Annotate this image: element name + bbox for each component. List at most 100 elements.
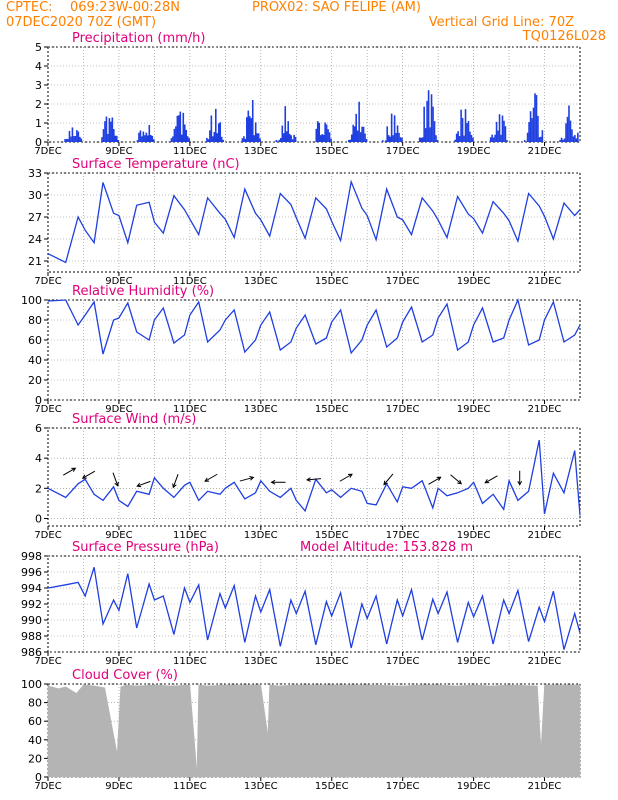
precip-bar bbox=[285, 131, 288, 142]
wind-arrow bbox=[305, 477, 322, 482]
precip-bar bbox=[563, 138, 566, 142]
precip-bar bbox=[535, 95, 538, 142]
wind-arrow-shaft bbox=[383, 473, 394, 485]
y-tick-label: 988 bbox=[21, 630, 42, 643]
precip-bar bbox=[149, 135, 152, 142]
wind-arrow-shaft bbox=[428, 476, 441, 485]
precip-bar bbox=[170, 138, 173, 142]
y-tick-label: 0 bbox=[35, 512, 42, 525]
precip-bar bbox=[560, 137, 563, 142]
x-tick-label: 9DEC bbox=[105, 146, 132, 157]
precip-bar bbox=[529, 111, 532, 142]
precip-bar bbox=[108, 118, 111, 142]
precip-bar bbox=[565, 123, 567, 142]
y-tick-label: 996 bbox=[21, 566, 42, 579]
precip-bar bbox=[104, 121, 106, 142]
precip-bar bbox=[455, 133, 458, 142]
precip-bar bbox=[418, 137, 421, 142]
precip-bar bbox=[534, 93, 536, 142]
x-tick-label: 11DEC bbox=[173, 146, 207, 157]
y-tick-label: 0 bbox=[35, 771, 42, 784]
y-tick-label: 5 bbox=[35, 41, 42, 54]
precip-bar bbox=[387, 135, 390, 142]
wind-arrow bbox=[136, 480, 151, 488]
wind-arrow-shaft bbox=[306, 478, 322, 481]
precip-bar bbox=[491, 134, 493, 142]
y-tick-label: 20 bbox=[28, 374, 42, 387]
precip-bar bbox=[495, 121, 498, 142]
x-tick-label: 15DEC bbox=[315, 530, 349, 541]
precip-bar bbox=[216, 133, 219, 142]
y-tick-label: 100 bbox=[21, 294, 42, 307]
precip-bar bbox=[182, 112, 185, 142]
precip-bar bbox=[498, 114, 501, 142]
wind-arrow-head bbox=[204, 477, 210, 482]
x-tick-label: 21DEC bbox=[528, 530, 562, 541]
wind-arrow-shaft bbox=[204, 473, 218, 482]
precip-bar bbox=[183, 124, 186, 142]
precip-bar bbox=[427, 90, 430, 142]
precip-bar bbox=[80, 138, 83, 142]
precip-bar bbox=[362, 126, 365, 142]
precip-bar bbox=[461, 117, 464, 142]
precip-bar bbox=[526, 132, 529, 142]
precip-bar bbox=[494, 134, 496, 142]
precip-bar bbox=[185, 129, 188, 142]
precip-bar bbox=[256, 133, 258, 142]
x-tick-label: 7DEC bbox=[34, 530, 61, 541]
precip-bar bbox=[147, 135, 149, 142]
precip-bar bbox=[217, 123, 220, 142]
precip-bar bbox=[327, 129, 329, 142]
x-tick-label: 15DEC bbox=[315, 656, 349, 667]
x-tick-label: 9DEC bbox=[105, 276, 132, 287]
y-tick-label: 998 bbox=[21, 550, 42, 563]
x-tick-label: 13DEC bbox=[244, 276, 278, 287]
y-tick-label: 33 bbox=[28, 167, 42, 180]
precip-bar bbox=[145, 132, 148, 142]
precip-bar bbox=[110, 121, 112, 142]
y-tick-label: 60 bbox=[28, 715, 42, 728]
x-tick-label: 11DEC bbox=[173, 530, 207, 541]
wind-arrow-head bbox=[436, 476, 442, 481]
y-tick-label: 1 bbox=[35, 117, 42, 130]
x-tick-label: 17DEC bbox=[386, 276, 420, 287]
precip-bar bbox=[352, 124, 355, 142]
wind-arrow bbox=[81, 470, 96, 479]
precip-bar bbox=[572, 136, 575, 142]
precip-bar bbox=[393, 115, 396, 142]
precip-bar bbox=[489, 137, 492, 142]
precip-bar bbox=[325, 124, 328, 142]
x-tick-label: 7DEC bbox=[34, 404, 61, 415]
x-tick-label: 13DEC bbox=[244, 146, 278, 157]
precip-bar bbox=[523, 140, 526, 142]
precip-bar bbox=[577, 132, 579, 142]
precip-bar bbox=[65, 138, 68, 142]
wind-arrow-shaft bbox=[62, 467, 76, 476]
precip-bar bbox=[356, 130, 359, 142]
precip-bar bbox=[68, 130, 71, 142]
panel-precip: 0 1 2 3 4 5 7DEC 9DEC 11DEC 13DEC 15DEC 17DEC 19DEC 2… bbox=[34, 31, 581, 157]
y-tick-label: 80 bbox=[28, 314, 42, 327]
precip-bar bbox=[275, 139, 278, 142]
plot-frame bbox=[47, 683, 581, 778]
x-tick-label: 21DEC bbox=[528, 146, 562, 157]
precip-bar bbox=[435, 135, 437, 142]
precip-bar bbox=[248, 116, 251, 142]
panel-title: Precipitation (mm/h) bbox=[72, 31, 205, 46]
series-line-wind bbox=[47, 439, 581, 516]
plot-frame bbox=[47, 172, 581, 273]
precip-bar bbox=[117, 140, 120, 142]
wind-arrow-head bbox=[249, 476, 255, 481]
wind-arrow bbox=[204, 473, 218, 482]
precip-bar bbox=[71, 127, 74, 142]
precip-bar bbox=[396, 125, 399, 142]
y-tick-label: 27 bbox=[28, 211, 42, 224]
precip-bar bbox=[386, 126, 389, 142]
x-tick-label: 17DEC bbox=[386, 146, 420, 157]
wind-arrow-head bbox=[517, 481, 523, 486]
y-tick-label: 3 bbox=[35, 79, 42, 92]
panel-temp: 21 24 27 30 33 7DEC 9DEC 11DEC 13DEC 15DEC 17DEC 19… bbox=[28, 157, 581, 287]
precip-bar bbox=[574, 135, 576, 142]
precip-bar bbox=[282, 133, 285, 142]
precip-bar bbox=[470, 134, 473, 142]
